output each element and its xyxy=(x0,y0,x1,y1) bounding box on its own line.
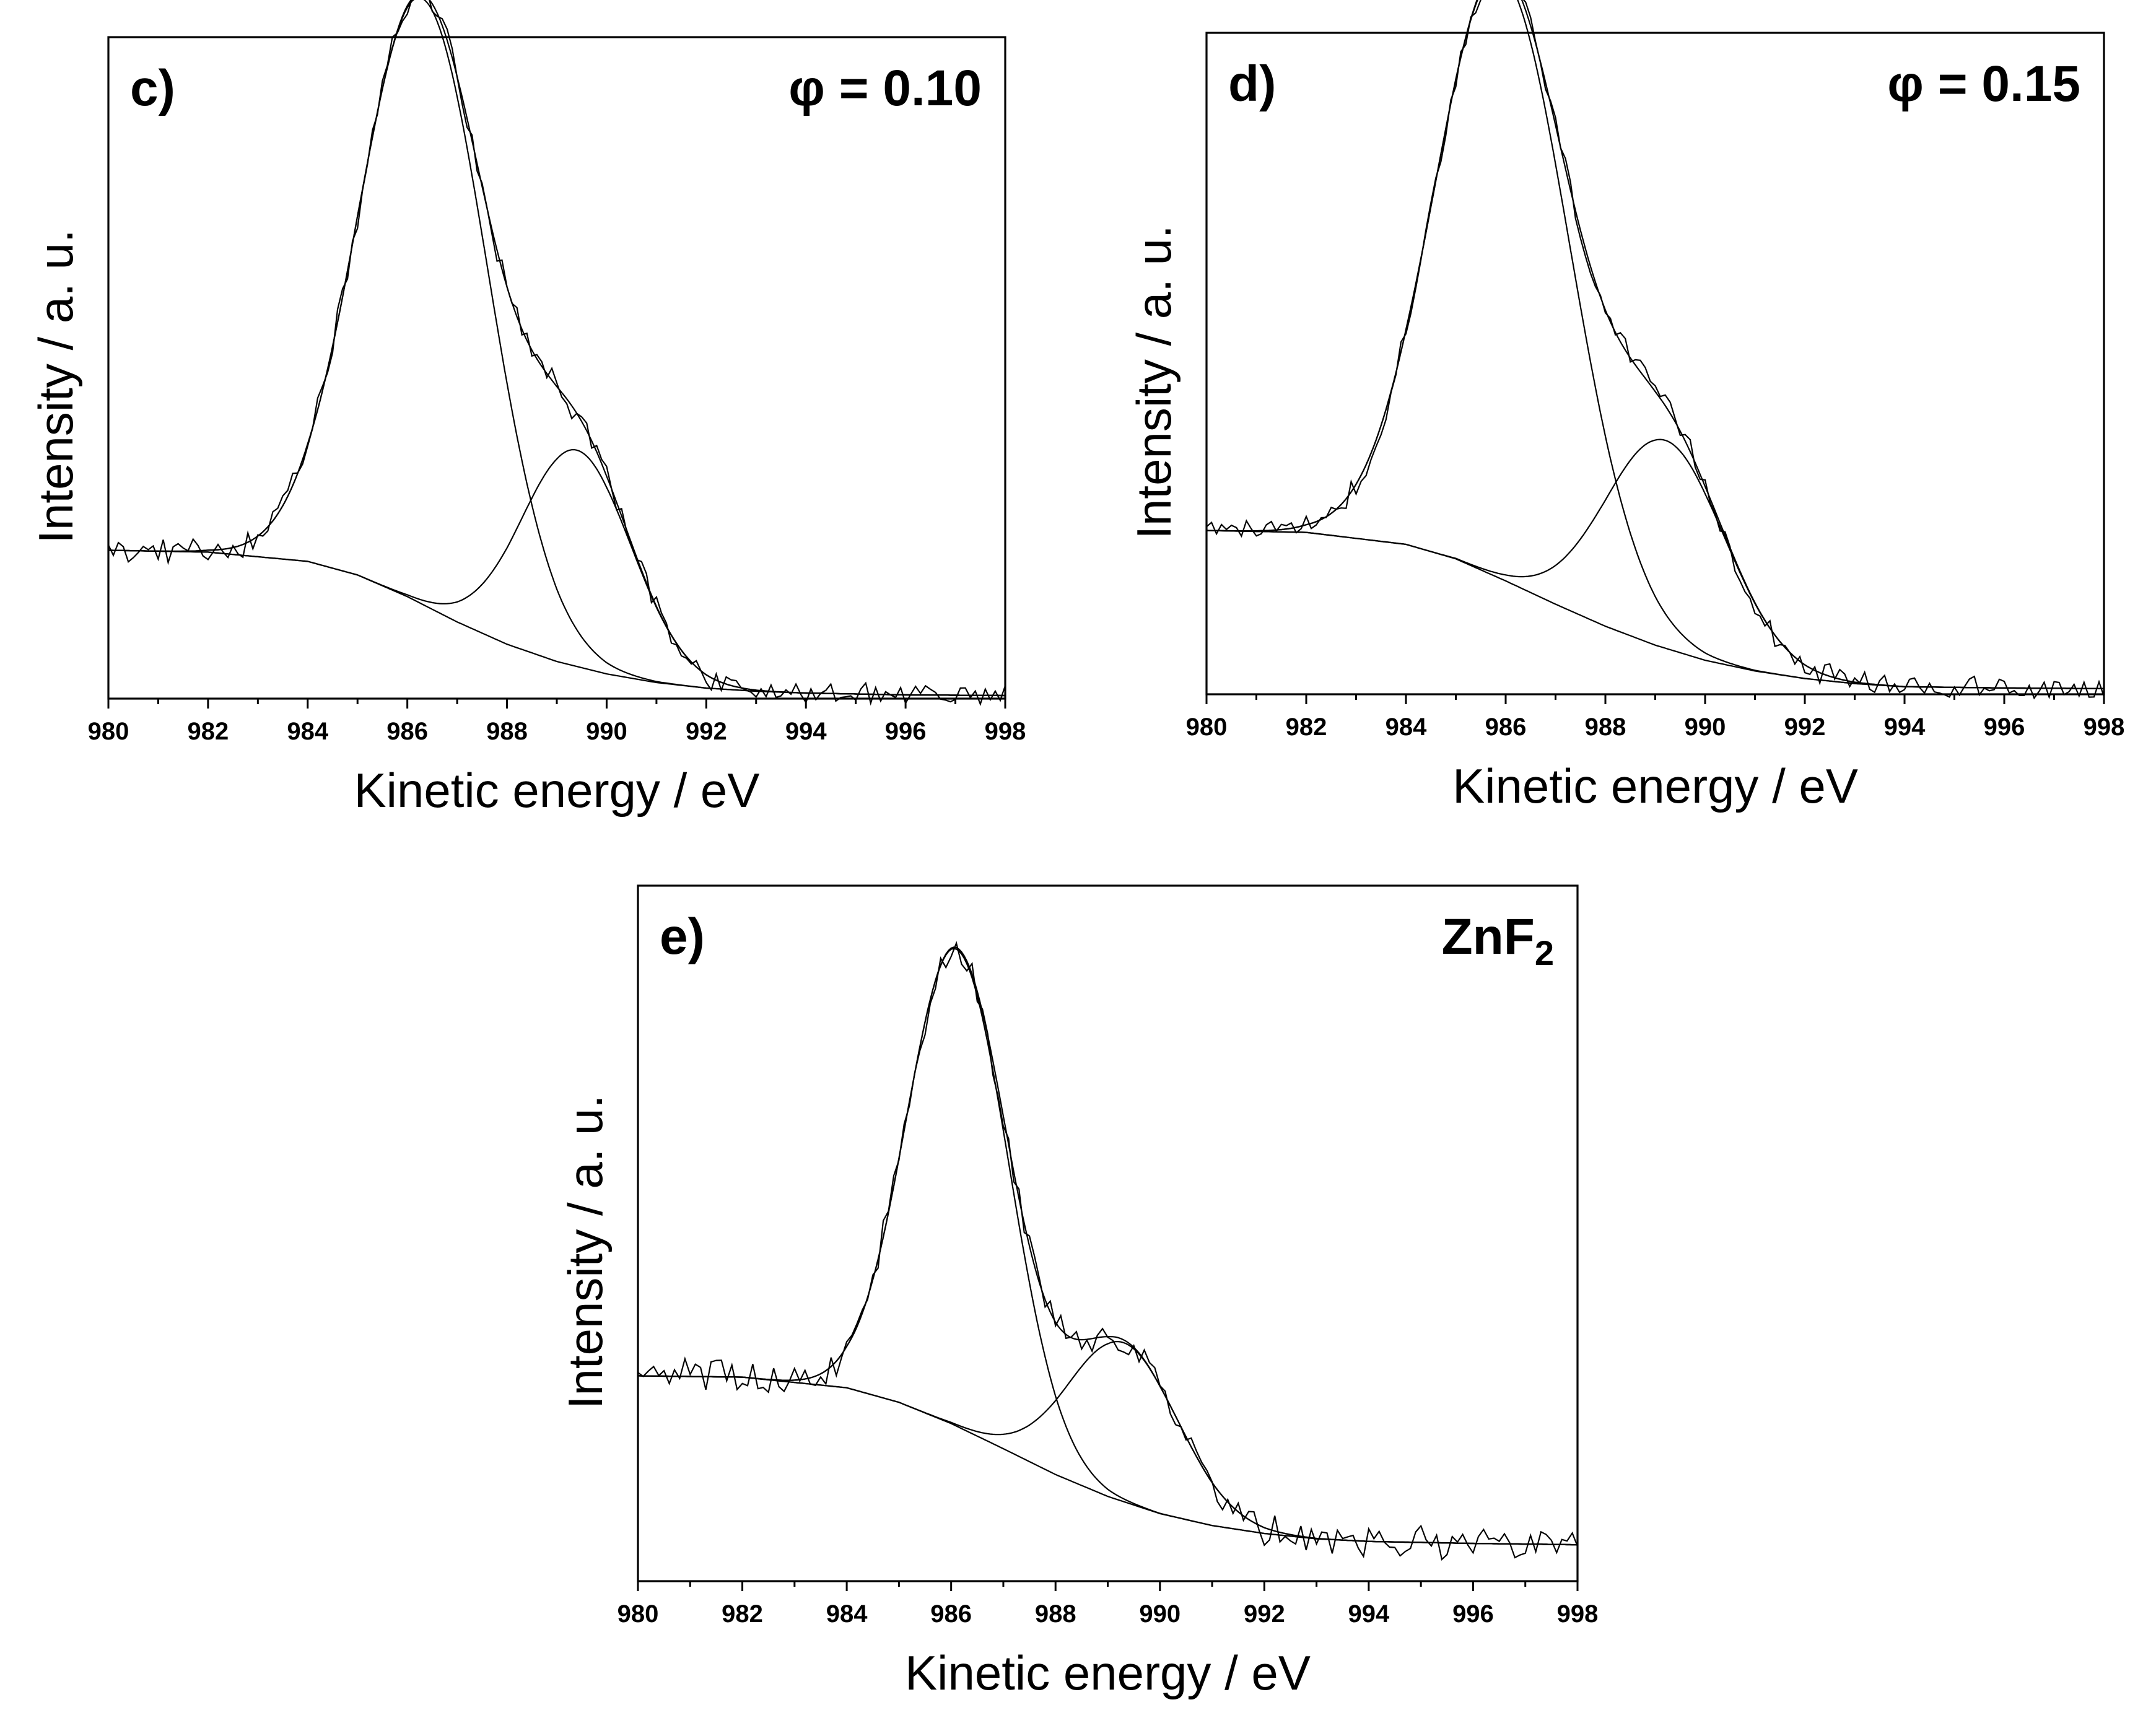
plot-frame xyxy=(107,36,1006,700)
x-tick-label: 996 xyxy=(885,718,927,745)
component-2-curve xyxy=(108,448,1005,697)
plot-frame xyxy=(637,884,1579,1582)
x-tick-label: 994 xyxy=(1348,1600,1390,1628)
chart-panel-e: 980 982 984 986 988 990 992 994 996 998 Kinetic en… xyxy=(558,884,1599,1700)
x-tick-label: 982 xyxy=(722,1600,763,1628)
x-tick-label: 984 xyxy=(826,1600,868,1628)
x-tick-label: 986 xyxy=(386,718,428,745)
background-curve xyxy=(637,1375,1578,1546)
x-tick-label: 984 xyxy=(287,718,328,745)
panel-label: c) xyxy=(130,60,175,116)
x-tick-label: 996 xyxy=(1984,713,2025,741)
x-tick-label: 992 xyxy=(1244,1600,1285,1628)
raw-spectrum-line xyxy=(637,941,1579,1561)
component-1-curve xyxy=(637,948,1578,1546)
x-tick-label: 990 xyxy=(586,718,627,745)
panel-label: e) xyxy=(660,909,705,965)
x-tick-label: 994 xyxy=(1884,713,1926,741)
x-tick-label: 992 xyxy=(686,718,727,745)
x-axis-title: Kinetic energy / eV xyxy=(1452,759,1858,813)
background-curve xyxy=(108,549,1005,697)
x-tick-label: 992 xyxy=(1784,713,1826,741)
x-tick-label: 980 xyxy=(618,1600,659,1628)
panel-annotation: ZnF2 xyxy=(1442,909,1554,972)
x-tick-label: 988 xyxy=(1585,713,1626,741)
component-2-curve xyxy=(637,1340,1578,1546)
envelope-curve xyxy=(637,946,1578,1546)
x-tick-label: 980 xyxy=(1186,713,1228,741)
x-tick-label: 984 xyxy=(1386,713,1427,741)
x-tick-label: 986 xyxy=(1485,713,1527,741)
x-tick-label: 988 xyxy=(1035,1600,1076,1628)
x-tick-label: 982 xyxy=(188,718,229,745)
y-axis-title: Intensity / a. u. xyxy=(1127,225,1181,539)
chart-panel-d: 980 982 984 986 988 990 992 994 996 998 Kinetic en… xyxy=(1127,0,2124,813)
x-tick-label: 988 xyxy=(486,718,528,745)
panel-label: d) xyxy=(1228,56,1276,112)
x-tick-label: 996 xyxy=(1452,1600,1494,1628)
raw-spectrum-line xyxy=(1206,0,2105,700)
x-tick-label: 982 xyxy=(1286,713,1327,741)
background-curve xyxy=(1206,530,2104,689)
component-2-curve xyxy=(1206,438,2104,689)
x-tick-label: 998 xyxy=(2084,713,2125,741)
plot-frame xyxy=(1205,32,2105,696)
x-axis-title: Kinetic energy / eV xyxy=(905,1646,1311,1700)
x-axis-title: Kinetic energy / eV xyxy=(354,763,760,818)
panel-annotation: φ = 0.15 xyxy=(1887,56,2080,112)
x-tick-label: 994 xyxy=(785,718,827,745)
x-tick-label: 986 xyxy=(930,1600,972,1628)
panel-annotation: φ = 0.10 xyxy=(788,60,982,116)
y-axis-title: Intensity / a. u. xyxy=(558,1095,613,1409)
chart-panel-c: 980 982 984 986 988 990 992 994 996 998 Kinetic en… xyxy=(28,0,1026,818)
x-tick-label: 990 xyxy=(1139,1600,1181,1628)
x-tick-label: 998 xyxy=(985,718,1026,745)
x-tick-label: 990 xyxy=(1685,713,1726,741)
x-tick-label: 980 xyxy=(88,718,129,745)
x-tick-label: 998 xyxy=(1557,1600,1599,1628)
y-axis-title: Intensity / a. u. xyxy=(28,229,83,543)
